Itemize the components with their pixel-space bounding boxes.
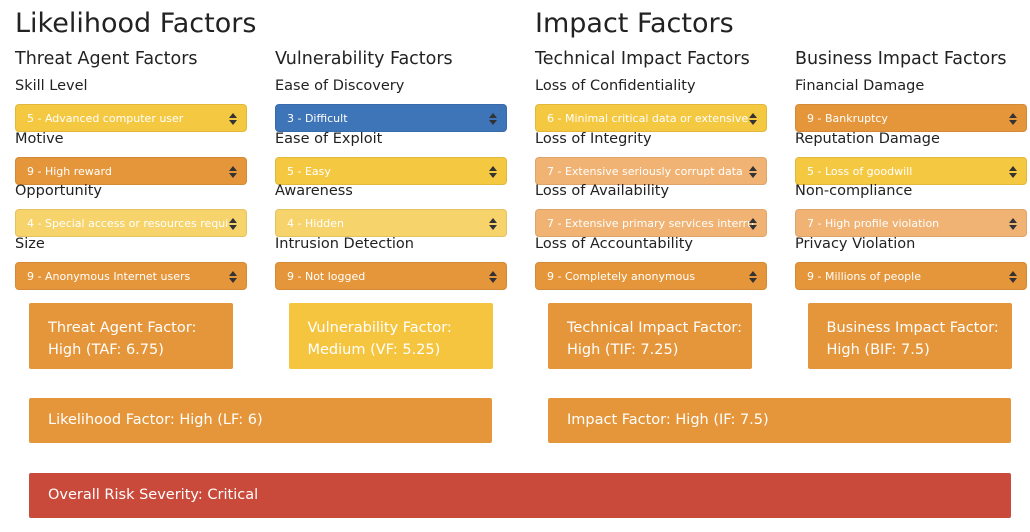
factor-value: High (BIF: 7.5) [826,342,930,358]
select-arrow [1009,218,1017,231]
select[interactable]: 9 - High reward [15,156,247,185]
field-label: Ease of Discovery [275,78,405,94]
section-title: Impact Factors [535,8,734,39]
group-title: Business Impact Factors [795,49,1007,69]
group-title: Technical Impact Factors [535,49,750,69]
select[interactable]: 6 - Minimal critical data or extensive [535,104,767,132]
overall-box: Overall Risk Severity: Critical [29,473,1011,518]
field-label: Awareness [275,183,353,200]
select-arrow [489,165,497,178]
select[interactable]: 9 - Completely anonymous [535,262,767,291]
select-value: 9 - Completely anonymous [547,270,696,284]
select-value: 4 - Hidden [287,217,344,231]
field-label: Skill Level [15,78,88,94]
field-label: Loss of Accountability [535,236,693,253]
select-value: 7 - Extensive seriously corrupt data [547,164,743,178]
field-label: Financial Damage [795,78,925,94]
select-value: 5 - Advanced computer user [27,112,184,125]
select[interactable]: 7 - High profile violation [795,209,1027,238]
select-value: 9 - Not logged [287,270,366,284]
select-arrow [229,218,237,231]
field-label: Intrusion Detection [275,236,414,253]
field-label: Ease of Exploit [275,130,383,147]
select[interactable]: 9 - Millions of people [795,262,1027,291]
field-label: Privacy Violation [795,236,916,253]
group-title: Vulnerability Factors [275,49,453,69]
select[interactable]: 9 - Anonymous Internet users [15,262,247,291]
factor-box: Vulnerability Factor: Medium (VF: 5.25) [288,303,493,369]
select[interactable]: 4 - Special access or resources requi [15,209,247,238]
field-label: Size [15,236,45,253]
select-value: 4 - Special access or resources requi [27,217,229,231]
field-label: Reputation Damage [795,130,940,147]
select-arrow [1009,113,1017,125]
select[interactable]: 5 - Easy [275,156,507,185]
select[interactable]: 9 - Bankruptcy [795,104,1027,132]
select-arrow [229,113,237,125]
field-label: Loss of Integrity [535,130,652,147]
factor-box: Technical Impact Factor: High (TIF: 7.25) [548,303,752,369]
field-label: Opportunity [15,183,103,200]
select-arrow [229,165,237,178]
summary-box: Impact Factor: High (IF: 7.5) [548,398,1011,443]
factor-box: Threat Agent Factor: High (TAF: 6.75) [29,303,233,369]
select-value: 3 - Difficult [287,112,348,125]
select-value: 7 - High profile violation [807,217,940,231]
select-arrow [489,218,497,231]
factor-label: Threat Agent Factor: [48,320,197,336]
summary-box: Likelihood Factor: High (LF: 6) [29,398,492,443]
select-arrow [489,113,497,125]
select[interactable]: 7 - Extensive seriously corrupt data [535,156,767,185]
select[interactable]: 3 - Difficult [275,104,507,132]
select-arrow [749,218,757,231]
select-arrow [749,271,757,284]
select-arrow [489,271,497,284]
select[interactable]: 4 - Hidden [275,209,507,238]
factor-label: Technical Impact Factor: [567,320,742,336]
select[interactable]: 7 - Extensive primary services interru [535,209,767,238]
factor-label: Vulnerability Factor: [307,320,452,336]
factor-label: Business Impact Factor: [826,320,999,336]
field-label: Non-compliance [795,183,913,200]
factor-box: Business Impact Factor: High (BIF: 7.5) [807,303,1012,369]
select-value: 9 - Anonymous Internet users [27,270,191,284]
select-value: 6 - Minimal critical data or extensive [547,112,749,125]
select-arrow [229,271,237,284]
select-value: 9 - High reward [27,164,112,178]
select-arrow [749,113,757,125]
select[interactable]: 5 - Advanced computer user [15,104,247,132]
factor-value: High (TAF: 6.75) [48,342,164,358]
select-value: 5 - Loss of goodwill [807,164,913,178]
field-label: Motive [15,130,64,147]
section-title: Likelihood Factors [15,8,257,39]
select[interactable]: 9 - Not logged [275,262,507,291]
select[interactable]: 5 - Loss of goodwill [795,156,1027,185]
select-arrow [1009,271,1017,284]
field-label: Loss of Availability [535,183,670,200]
factor-value: Medium (VF: 5.25) [307,342,441,358]
select-value: 5 - Easy [287,164,331,178]
select-value: 7 - Extensive primary services interru [547,217,755,231]
select-arrow [749,165,757,178]
select-arrow [1009,165,1017,178]
factor-value: High (TIF: 7.25) [567,342,679,358]
field-label: Loss of Confidentiality [535,78,696,94]
select-value: 9 - Bankruptcy [807,112,888,125]
select-value: 9 - Millions of people [807,270,921,284]
group-title: Threat Agent Factors [15,49,198,69]
